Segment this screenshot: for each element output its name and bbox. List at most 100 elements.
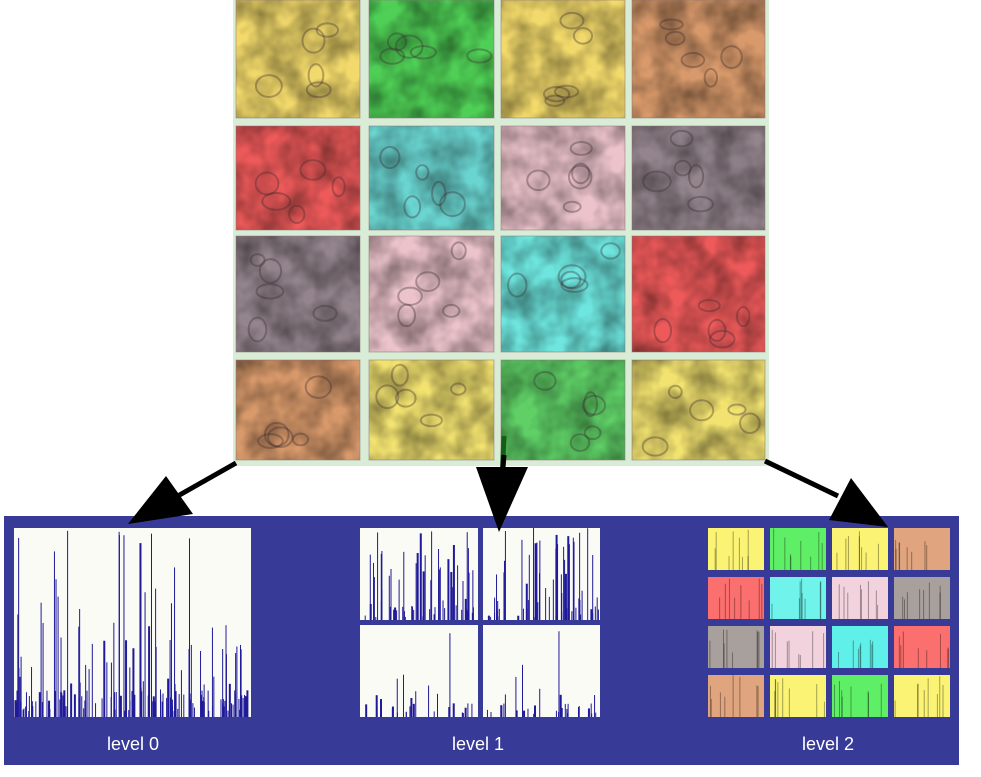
nucleus-mark [569,433,591,452]
nucleus-mark [409,45,437,60]
level-2-cell-bg [894,528,950,570]
tile-border [500,0,626,119]
level-2-cell [770,626,826,668]
nucleus-mark [261,191,292,211]
nucleus-mark [439,191,466,218]
level-1-subplot-bars [486,631,597,717]
tile-texture [236,0,360,118]
nucleus-mark [727,403,747,416]
nucleus-mark [669,129,694,148]
tile-texture [236,126,360,230]
nucleus-mark [390,363,409,387]
tile-texture [632,236,765,352]
nucleus-mark [415,271,441,293]
level-2-cell [832,528,888,570]
level-2-cell-bg [770,675,826,717]
arrow-to-level-1 [476,435,528,532]
tile-r2c3 [500,125,626,231]
level-2-cell [770,528,826,570]
nucleus-mark [301,27,326,54]
level-2-cell [894,577,950,619]
nucleus-mark [697,298,721,313]
level-1-subplot-bars [364,531,474,620]
nucleus-mark [255,283,285,300]
nucleus-mark [254,74,283,98]
tile-r2c2 [368,125,495,231]
nucleus-mark [415,164,430,181]
nucleus-mark [507,272,528,298]
level-2-cell [770,577,826,619]
nucleus-mark [720,45,743,69]
level-0-histogram: level 0 [14,528,251,754]
level-2-cell-bg [770,577,826,619]
arrows [128,435,888,532]
nucleus-mark [307,63,325,88]
nucleus-mark [560,270,582,289]
tile-r1c1 [235,0,361,119]
nucleus-mark [680,51,706,69]
level-2-cell-bg [770,626,826,668]
nucleus-mark [394,388,417,408]
tile-r4c4 [631,359,766,461]
tile-texture [501,126,625,230]
nucleus-mark [673,159,692,177]
level-2-cell [894,626,950,668]
level-2-cell-bg [832,528,888,570]
level-2-cell-bg [894,626,950,668]
tile-r2c1 [235,125,361,231]
nucleus-mark [689,399,715,422]
level-1-label: level 1 [452,734,504,754]
nucleus-mark [653,317,673,344]
nucleus-mark [569,140,593,156]
level-1-histograms: level 1 [360,528,600,754]
nucleus-mark [431,180,447,206]
tile-texture [369,236,494,352]
nucleus-mark [707,318,727,342]
level-2-cell-bg [832,626,888,668]
tile-border [368,125,495,231]
nucleus-mark [583,391,598,418]
nucleus-mark [288,204,306,224]
level-1-subplot-bars [487,528,599,620]
level-2-cell [832,626,888,668]
nucleus-mark [247,316,268,343]
level-2-cell-bg [894,577,950,619]
nucleus-mark [397,303,417,328]
tile-texture [501,360,625,460]
nucleus-mark [299,159,327,181]
tile-texture [369,126,494,230]
level-2-cell-bg [832,577,888,619]
tile-r4c3 [500,359,626,461]
tile-border [631,0,766,119]
nucleus-mark [394,34,424,59]
nucleus-mark [533,371,557,391]
nucleus-mark [331,176,346,198]
nucleus-mark [450,382,467,396]
tile-border [500,235,626,353]
tile-r1c2 [368,0,495,119]
nucleus-mark [567,164,593,190]
nucleus-mark [257,433,284,449]
level-2-label: level 2 [802,734,854,754]
tile-texture [501,236,625,352]
nucleus-mark [581,394,607,416]
level-1-subplot-bars [365,633,473,717]
nucleus-mark [667,384,683,399]
level-2-cell [894,675,950,717]
tile-r2c4 [631,125,766,231]
nucleus-mark [600,242,621,260]
tile-r3c3 [500,235,626,353]
level-1-plot-bl [360,625,478,717]
nucleus-mark [526,169,551,192]
nucleus-mark [641,436,669,457]
level-2-histograms: level 2 [708,528,950,754]
level-2-cell-bg [708,528,764,570]
tile-border [631,235,766,353]
nucleus-mark [442,303,461,318]
nucleus-mark [708,329,736,349]
tile-texture [632,360,765,460]
level-2-cell [708,577,764,619]
tile-border [368,359,495,461]
nucleus-mark [254,171,280,196]
